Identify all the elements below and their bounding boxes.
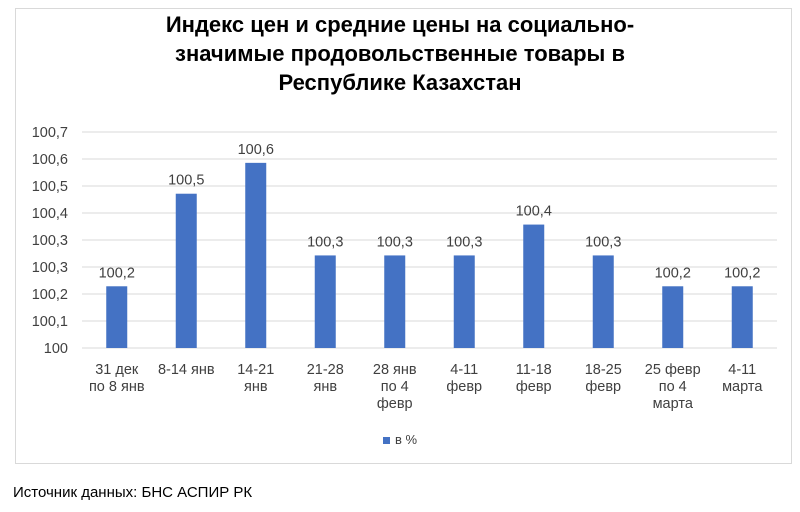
x-category-label: янв	[244, 379, 268, 395]
x-category-label: по 4	[381, 379, 409, 395]
bar	[314, 255, 336, 348]
y-tick-label: 100,7	[32, 125, 68, 141]
x-category-label: 4-11	[728, 362, 756, 378]
x-category-label: 25 февр	[645, 362, 701, 378]
chart-title-line-1: Индекс цен и средние цены на социально-	[165, 12, 635, 37]
x-category-label: янв	[313, 379, 337, 395]
y-tick-label: 100,4	[32, 206, 68, 222]
legend-swatch	[382, 437, 390, 445]
x-category-label: 4-11	[450, 362, 478, 378]
x-category-label: марта	[722, 379, 763, 395]
y-tick-label: 100,1	[32, 314, 68, 330]
data-label: 100,3	[307, 234, 343, 250]
data-label: 100,5	[168, 173, 204, 189]
data-label: 100,6	[238, 142, 274, 158]
bar	[453, 255, 475, 348]
bars	[106, 162, 753, 348]
chart-title: Индекс цен и средние цены на социально- …	[0, 10, 800, 97]
data-label: 100,3	[585, 234, 621, 250]
bar	[523, 224, 545, 348]
chart-title-line-3: Республике Казахстан	[278, 70, 522, 95]
bar	[662, 286, 684, 348]
x-category-label: 14-21	[237, 362, 274, 378]
y-tick-label: 100	[44, 341, 68, 357]
data-label: 100,3	[377, 234, 413, 250]
x-category-label: 8-14 янв	[158, 362, 215, 378]
y-tick-label: 100,6	[32, 152, 68, 168]
grid-lines	[82, 131, 777, 349]
x-category-label: 28 янв	[373, 362, 417, 378]
bar	[175, 193, 197, 348]
bar	[384, 255, 406, 348]
x-category-label: по 4	[659, 379, 687, 395]
x-category-label: 31 дек	[95, 362, 139, 378]
chart-title-line-2: значимые продовольственные товары в	[175, 41, 625, 66]
chart-frame	[15, 8, 792, 464]
bar	[592, 255, 614, 348]
bar	[731, 286, 753, 348]
x-category-label: 18-25	[585, 362, 622, 378]
data-labels: 100,2 100,5 100,6 100,3 100,3 100,3 100,4 100,3…	[99, 142, 761, 281]
y-tick-label: 100,5	[32, 179, 68, 195]
data-label: 100,2	[724, 265, 760, 281]
bar	[106, 286, 128, 348]
source-note: Источник данных: БНС АСПИР РК	[13, 484, 253, 501]
x-category-label: февр	[585, 379, 621, 395]
x-category-label: февр	[377, 396, 413, 412]
x-category-label: марта	[653, 396, 694, 412]
data-label: 100,2	[655, 265, 691, 281]
bar	[245, 162, 267, 348]
y-axis-ticks: 100 100,1 100,2 100,3 100,3 100,4 100,5 100,6 10…	[32, 125, 68, 357]
data-label: 100,2	[99, 265, 135, 281]
x-category-label: февр	[446, 379, 482, 395]
y-tick-label: 100,2	[32, 287, 68, 303]
legend-label: в %	[394, 432, 418, 447]
y-tick-label: 100,3	[32, 233, 68, 249]
x-category-label: 11-18	[516, 362, 552, 378]
x-category-label: 21-28	[307, 362, 344, 378]
data-label: 100,4	[516, 204, 552, 220]
data-label: 100,3	[446, 234, 482, 250]
y-tick-label: 100,3	[32, 260, 68, 276]
legend: в %	[0, 432, 800, 447]
x-category-label: февр	[516, 379, 552, 395]
x-category-label: по 8 янв	[89, 379, 145, 395]
